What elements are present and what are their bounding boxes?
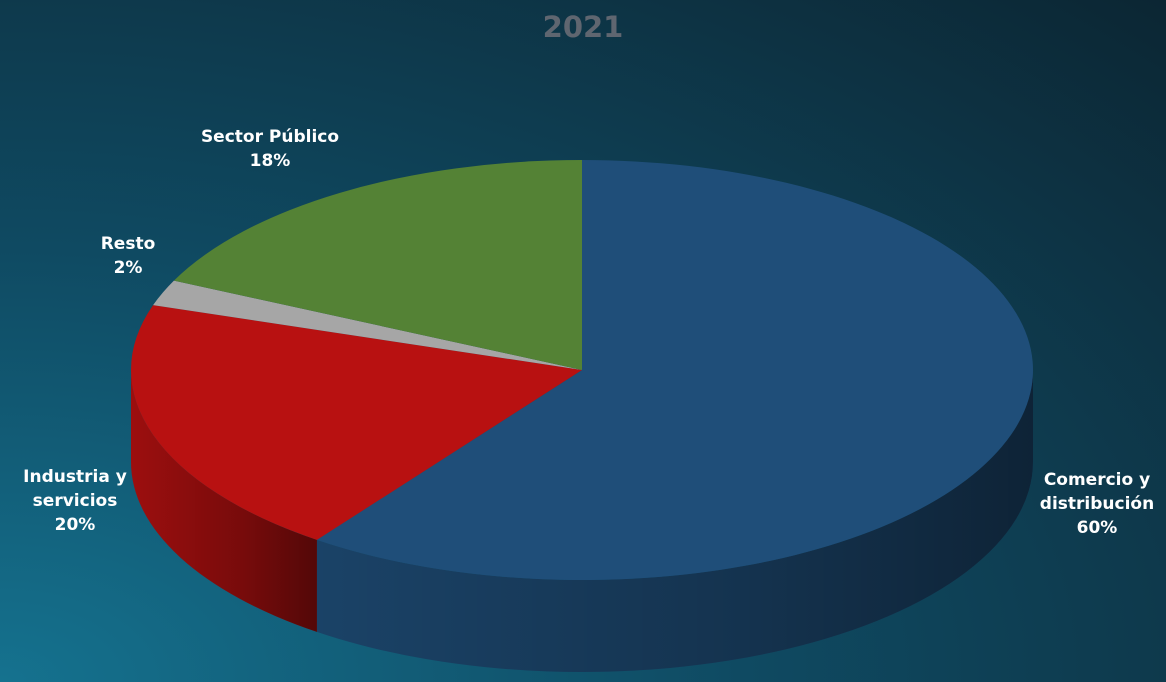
data-label: Industria y servicios 20% [5,465,145,537]
slice-side-shade [130,370,317,632]
slice [130,305,582,540]
chart-title: 2021 [542,10,624,44]
category-label: Sector Público [200,127,340,147]
data-label: Resto 2% [88,232,168,280]
data-label: Comercio y distribución 60% [1022,468,1166,540]
slice [153,280,582,370]
data-label: Sector Público 18% [170,125,370,173]
slice [173,160,582,370]
value-label: 60% [1076,518,1118,538]
slice-side-shade [316,370,1034,672]
value-label: 18% [249,151,291,171]
value-label: 2% [113,258,143,278]
value-label: 20% [54,515,96,535]
category-label: Resto [100,234,156,254]
category-label: Comercio y distribución [1039,470,1155,514]
category-label: Industria y servicios [23,467,127,511]
slice [316,160,1033,580]
